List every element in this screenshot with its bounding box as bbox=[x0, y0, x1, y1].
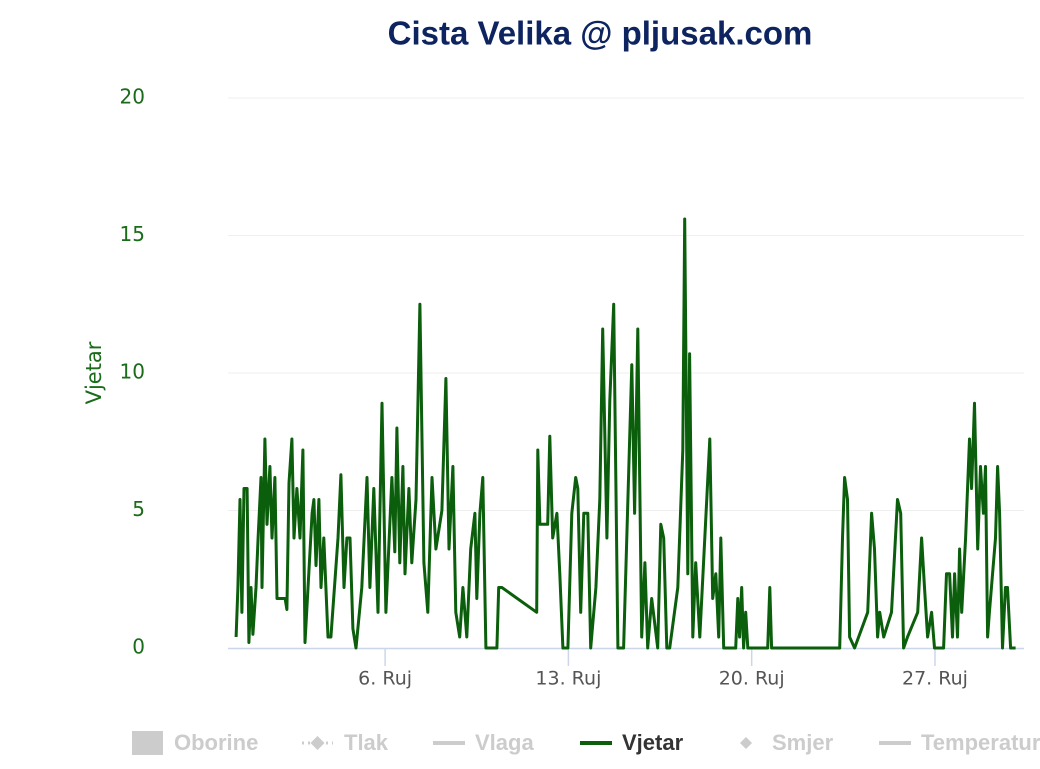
legend-symbol bbox=[132, 731, 163, 755]
legend-item[interactable]: Smjer bbox=[772, 730, 834, 755]
y-tick-label: 20 bbox=[120, 85, 145, 109]
x-tick-label: 6. Ruj bbox=[358, 668, 412, 690]
y-tick-label: 0 bbox=[132, 635, 145, 659]
chart-title: Cista Velika @ pljusak.com bbox=[388, 15, 813, 52]
series-line bbox=[234, 217, 1016, 650]
legend-symbol bbox=[740, 737, 752, 749]
legend-item[interactable]: Oborine bbox=[174, 730, 258, 755]
legend-symbol bbox=[310, 736, 325, 750]
y-tick-label: 10 bbox=[120, 360, 145, 384]
legend-item[interactable]: Tlak bbox=[344, 730, 389, 755]
y-tick-label: 15 bbox=[120, 222, 145, 246]
x-tick-label: 27. Ruj bbox=[902, 668, 968, 690]
y-tick-label: 5 bbox=[132, 497, 145, 521]
x-tick-label: 13. Ruj bbox=[535, 668, 601, 690]
legend-item[interactable]: Vjetar bbox=[622, 730, 684, 755]
y-axis-label: Vjetar bbox=[82, 341, 106, 404]
x-tick-label: 20. Ruj bbox=[719, 668, 785, 690]
legend-item[interactable]: Temperatura bbox=[921, 730, 1040, 755]
legend-item[interactable]: Vlaga bbox=[475, 730, 534, 755]
